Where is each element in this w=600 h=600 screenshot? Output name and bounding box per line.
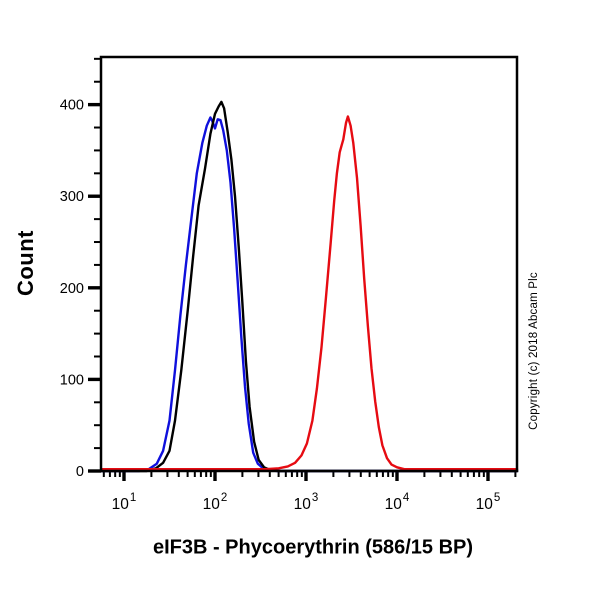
y-tick-label: 300 xyxy=(60,189,84,205)
x-tick-label: 105 xyxy=(476,492,501,513)
x-tick-label: 102 xyxy=(203,492,228,513)
copyright-text: Copyright (c) 2018 Abcam Plc xyxy=(528,272,540,430)
x-tick-label: 101 xyxy=(112,492,137,513)
x-tick-label: 103 xyxy=(294,492,319,513)
plot-frame xyxy=(99,55,519,473)
y-tick-label: 100 xyxy=(60,372,84,388)
y-tick-label: 200 xyxy=(60,281,84,297)
curve-eif3b-pe-red xyxy=(100,115,519,471)
y-tick-label: 400 xyxy=(60,98,84,114)
x-axis-title: eIF3B - Phycoerythrin (586/15 BP) xyxy=(152,536,474,559)
y-axis-title: Count xyxy=(13,229,38,297)
x-tick-label: 104 xyxy=(385,492,410,513)
y-tick-label: 0 xyxy=(76,464,84,480)
curve-control-black xyxy=(100,100,519,473)
curve-control-blue xyxy=(100,116,519,473)
